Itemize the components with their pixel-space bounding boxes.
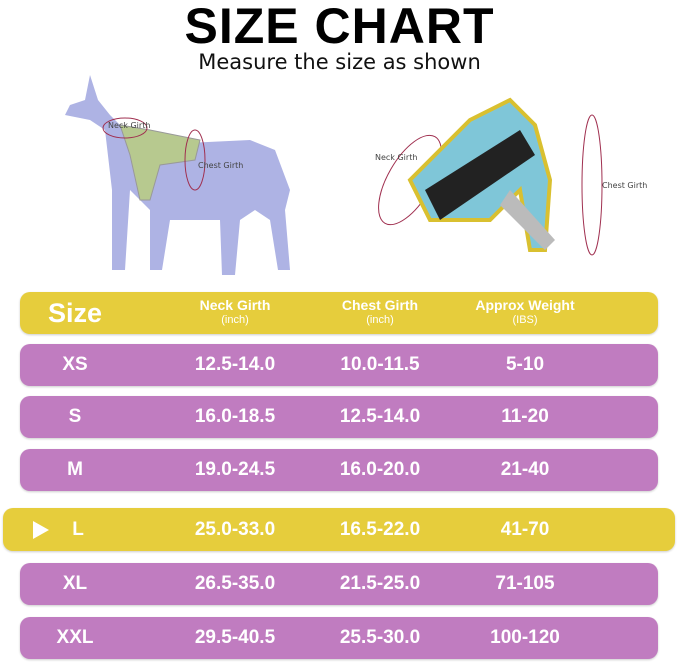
- table-row: S 16.0-18.5 12.5-14.0 11-20: [20, 396, 658, 438]
- dog-silhouette: [65, 75, 290, 275]
- table-header: Size Neck Girth (inch) Chest Girth (inch) …: [20, 292, 658, 334]
- chest-cell: 16.5-22.0: [339, 518, 421, 540]
- header-size: Size: [47, 297, 103, 328]
- neck-cell: 25.0-33.0: [194, 518, 276, 540]
- table-row: M 19.0-24.5 16.0-20.0 21-40: [20, 449, 658, 491]
- size-cell: XXL: [56, 627, 94, 648]
- table-row-highlighted: L 25.0-33.0 16.5-22.0 41-70: [3, 508, 675, 551]
- neck-girth-label: Neck Girth: [108, 121, 150, 130]
- weight-cell: 11-20: [501, 406, 549, 427]
- harness-neck-label: Neck Girth: [375, 153, 417, 162]
- dog-diagram: Neck Girth Chest Girth: [65, 75, 290, 275]
- play-triangle-icon: [31, 508, 51, 551]
- chest-cell: 12.5-14.0: [339, 406, 421, 427]
- chest-cell: 25.5-30.0: [339, 627, 421, 648]
- chest-girth-label: Chest Girth: [198, 161, 243, 170]
- neck-cell: 16.0-18.5: [194, 406, 276, 427]
- size-cell: L: [72, 518, 84, 540]
- size-cell: XS: [62, 354, 88, 375]
- neck-cell: 26.5-35.0: [194, 573, 276, 594]
- page-subtitle: Measure the size as shown: [198, 50, 481, 74]
- neck-cell: 12.5-14.0: [194, 354, 276, 375]
- chest-cell: 10.0-11.5: [340, 354, 420, 375]
- table-row: XL 26.5-35.0 21.5-25.0 71-105: [20, 563, 658, 605]
- page-title: SIZE CHART: [184, 0, 495, 54]
- weight-cell: 21-40: [500, 459, 550, 480]
- chest-cell: 21.5-25.0: [339, 573, 421, 594]
- size-cell: XL: [62, 573, 88, 594]
- table-row: XXL 29.5-40.5 25.5-30.0 100-120: [20, 617, 658, 659]
- harness-diagram: Neck Girth Chest Girth: [375, 97, 647, 256]
- header-neck: Neck Girth (inch): [199, 297, 271, 327]
- header-chest: Chest Girth (inch): [341, 297, 419, 327]
- weight-cell: 71-105: [495, 573, 555, 594]
- harness-shape: [119, 124, 201, 201]
- weight-cell: 100-120: [490, 627, 560, 648]
- size-cell: M: [67, 459, 83, 480]
- harness-chest-label: Chest Girth: [602, 181, 647, 190]
- weight-cell: 5-10: [505, 354, 545, 375]
- table-row: XS 12.5-14.0 10.0-11.5 5-10: [20, 344, 658, 386]
- neck-cell: 29.5-40.5: [194, 627, 276, 648]
- size-cell: S: [68, 406, 82, 427]
- chest-cell: 16.0-20.0: [339, 459, 421, 480]
- header-weight: Approx Weight (IBS): [475, 297, 575, 327]
- neck-cell: 19.0-24.5: [194, 459, 276, 480]
- weight-cell: 41-70: [500, 518, 550, 540]
